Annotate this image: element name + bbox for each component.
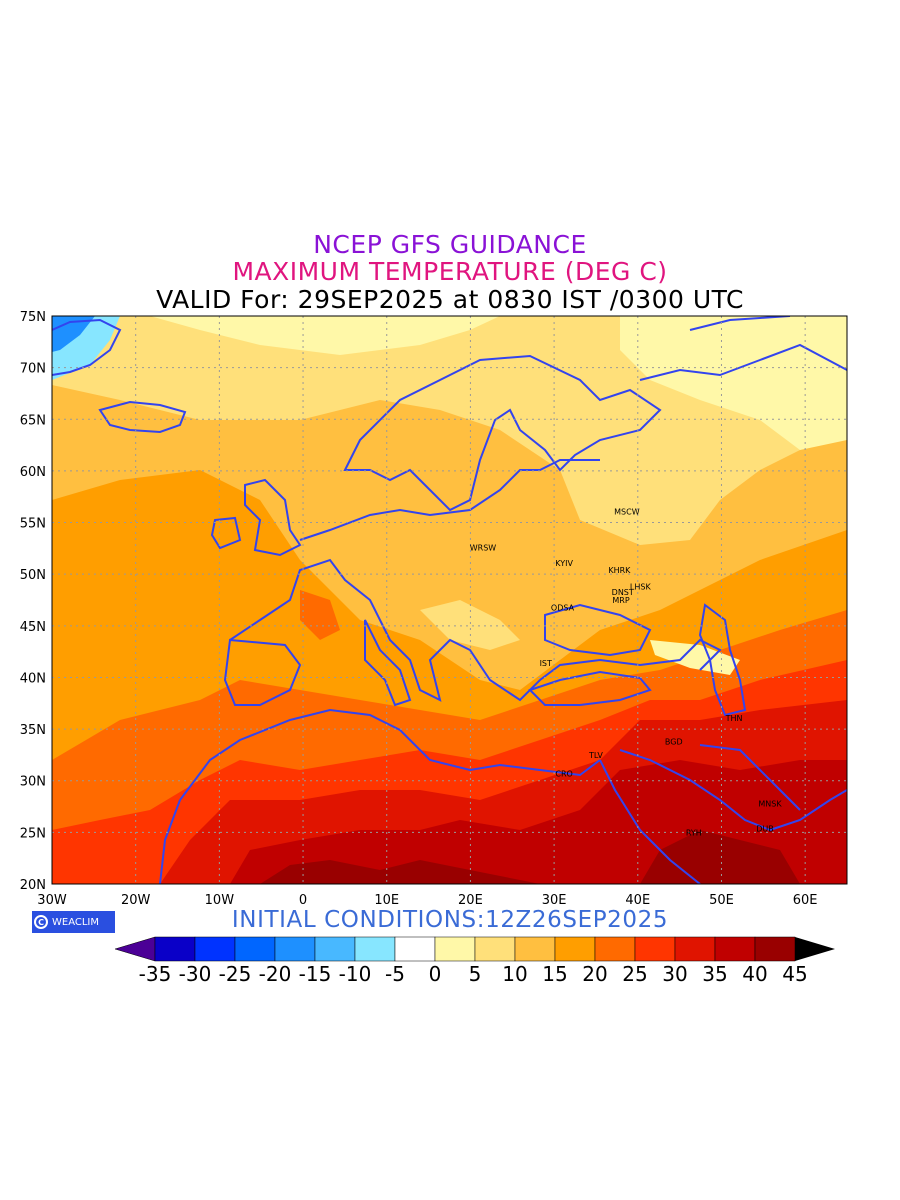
colorbar-label: -5 bbox=[385, 962, 405, 986]
city-label: ODSA bbox=[551, 603, 575, 612]
colorbar-label: 20 bbox=[582, 962, 607, 986]
lon-tick-label: 10W bbox=[205, 893, 235, 908]
colorbar-label: -15 bbox=[299, 962, 332, 986]
copyright-icon: C bbox=[34, 915, 48, 929]
city-label: IST bbox=[540, 659, 552, 668]
colorbar-swatch bbox=[354, 936, 396, 962]
lon-tick-label: 20E bbox=[458, 893, 483, 908]
colorbar-label: 25 bbox=[622, 962, 647, 986]
city-label: DUB bbox=[756, 824, 774, 833]
city-label: MNSK bbox=[758, 800, 782, 809]
lon-tick-label: 0 bbox=[299, 893, 307, 908]
colorbar-swatch bbox=[154, 936, 196, 962]
city-label: DNST bbox=[612, 588, 634, 597]
colorbar-swatch bbox=[634, 936, 676, 962]
lat-tick-label: 45N bbox=[20, 620, 46, 635]
colorbar-swatch bbox=[274, 936, 316, 962]
lon-tick-label: 50E bbox=[709, 893, 734, 908]
city-label: KYIV bbox=[555, 559, 573, 568]
colorbar-swatch bbox=[514, 936, 556, 962]
colorbar-swatch bbox=[314, 936, 356, 962]
lat-tick-label: 30N bbox=[20, 775, 46, 790]
city-label: CRO bbox=[555, 770, 572, 779]
lat-tick-label: 70N bbox=[20, 362, 46, 377]
city-label: LHSK bbox=[630, 583, 652, 592]
city-label: TLV bbox=[588, 751, 603, 760]
colorbar-swatch bbox=[674, 936, 716, 962]
lat-tick-label: 60N bbox=[20, 465, 46, 480]
colorbar-label: 35 bbox=[702, 962, 727, 986]
city-label: RYH bbox=[686, 828, 702, 837]
city-label: THN bbox=[725, 714, 743, 723]
lat-tick-label: 50N bbox=[20, 568, 46, 583]
initial-conditions: INITIAL CONDITIONS:12Z26SEP2025 bbox=[231, 907, 669, 933]
lon-tick-label: 10E bbox=[374, 893, 399, 908]
colorbar-swatch bbox=[434, 936, 476, 962]
temperature-field bbox=[52, 316, 847, 884]
colorbar-label: 10 bbox=[502, 962, 527, 986]
latitude-labels: 75N 70N 65N 60N 55N 50N 45N 40N 35N 30N 25N 20N bbox=[20, 310, 46, 893]
colorbar-swatch bbox=[474, 936, 516, 962]
lat-tick-label: 75N bbox=[20, 310, 46, 325]
logo-text: WEACLIM bbox=[52, 916, 100, 928]
city-label: BGD bbox=[665, 738, 683, 747]
lon-tick-label: 60E bbox=[793, 893, 818, 908]
colorbar-label: 5 bbox=[469, 962, 482, 986]
city-label: WRSW bbox=[470, 543, 497, 552]
colorbar-swatch bbox=[194, 936, 236, 962]
colorbar-label: 40 bbox=[742, 962, 767, 986]
colorbar: -35 -30 -25 -20 -15 -10 -5 0 5 10 15 20 25 30 35 40 45 bbox=[114, 936, 835, 986]
graticule bbox=[52, 316, 847, 884]
lat-tick-label: 65N bbox=[20, 413, 46, 428]
colorbar-high-arrow bbox=[795, 937, 835, 961]
city-label: KHRK bbox=[608, 566, 631, 575]
colorbar-label: -10 bbox=[339, 962, 372, 986]
longitude-labels: 30W 20W 10W 0 10E 20E 30E 40E 50E 60E bbox=[37, 893, 817, 908]
lon-tick-label: 40E bbox=[625, 893, 650, 908]
weaclim-logo: C WEACLIM bbox=[32, 911, 115, 933]
lon-tick-label: 30E bbox=[542, 893, 567, 908]
colorbar-label: 0 bbox=[429, 962, 442, 986]
lat-tick-label: 40N bbox=[20, 671, 46, 686]
colorbar-swatch bbox=[234, 936, 276, 962]
colorbar-label: 15 bbox=[542, 962, 567, 986]
colorbar-swatch bbox=[714, 936, 756, 962]
map-frame bbox=[51, 315, 848, 885]
lon-tick-label: 20W bbox=[121, 893, 151, 908]
colorbar-label: 30 bbox=[662, 962, 687, 986]
colorbar-low-arrow bbox=[114, 936, 156, 962]
colorbar-label: -20 bbox=[259, 962, 292, 986]
city-label: MSCW bbox=[614, 507, 640, 516]
lat-tick-label: 20N bbox=[20, 878, 46, 893]
title-line-3: VALID For: 29SEP2025 at 0830 IST /0300 U… bbox=[156, 285, 744, 314]
colorbar-label: -30 bbox=[179, 962, 212, 986]
title-line-2: MAXIMUM TEMPERATURE (DEG C) bbox=[232, 257, 668, 286]
title-line-1: NCEP GFS GUIDANCE bbox=[313, 230, 587, 259]
colorbar-label: -25 bbox=[219, 962, 252, 986]
colorbar-swatch bbox=[594, 936, 636, 962]
colorbar-swatch bbox=[754, 936, 796, 962]
city-label: MRP bbox=[612, 596, 629, 605]
colorbar-swatch bbox=[394, 936, 436, 962]
lat-tick-label: 35N bbox=[20, 723, 46, 738]
lat-tick-label: 55N bbox=[20, 517, 46, 532]
colorbar-label: -35 bbox=[139, 962, 172, 986]
lon-tick-label: 30W bbox=[37, 893, 67, 908]
colorbar-swatch bbox=[554, 936, 596, 962]
colorbar-label: 45 bbox=[782, 962, 807, 986]
lat-tick-label: 25N bbox=[20, 826, 46, 841]
